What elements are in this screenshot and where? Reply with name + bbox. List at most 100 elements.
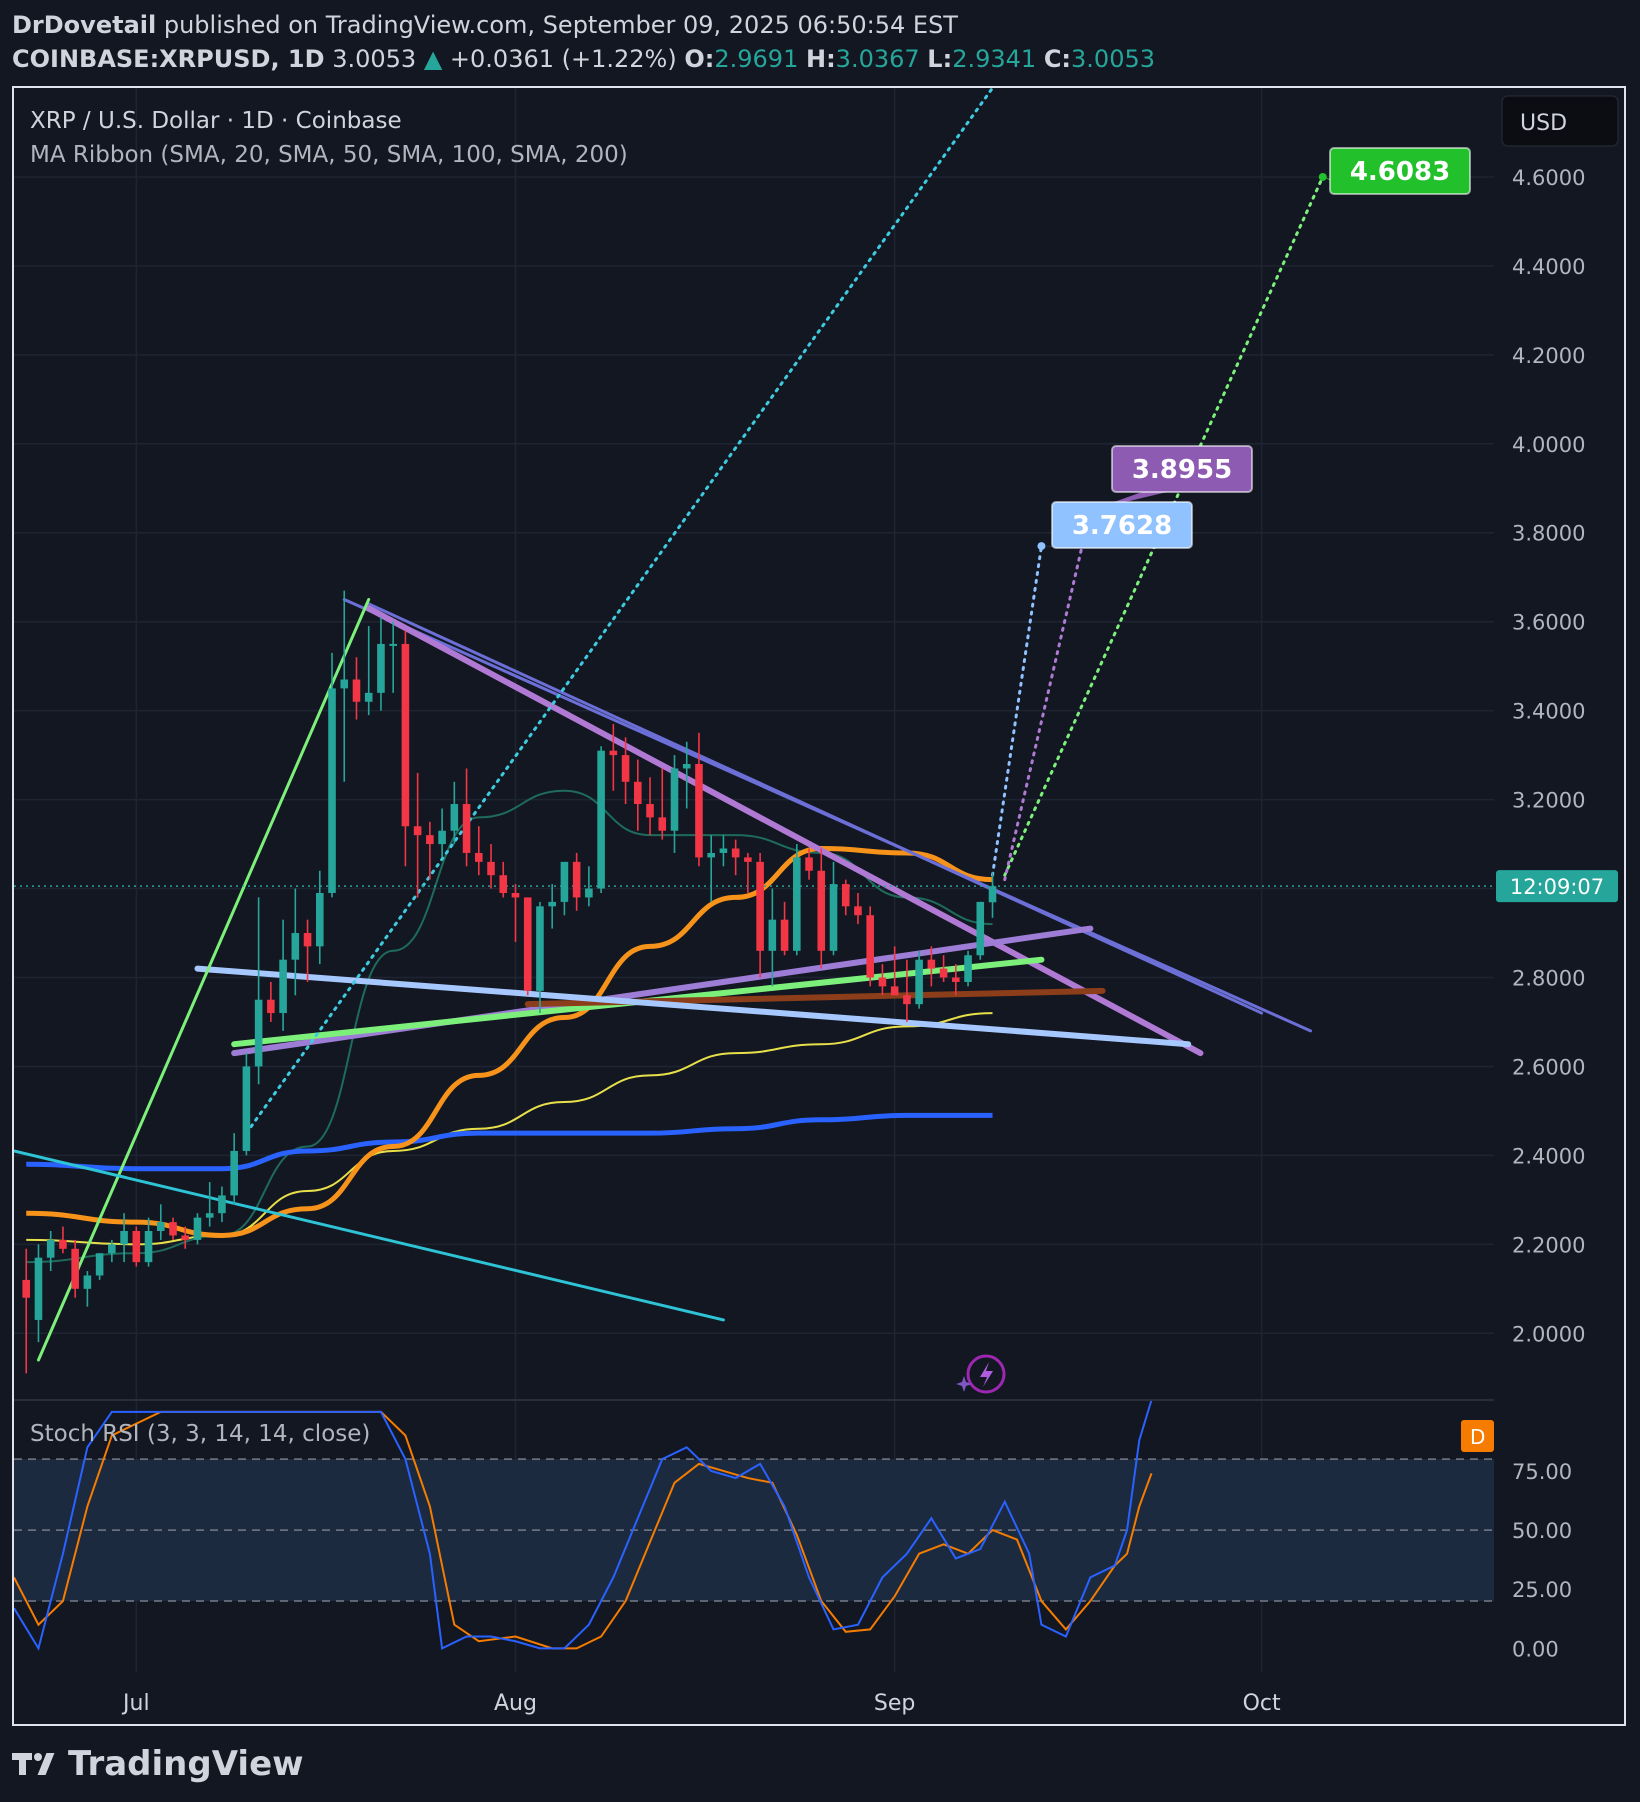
trendline[interactable]	[231, 925, 1094, 1057]
candle[interactable]	[46, 1230, 55, 1272]
candle[interactable]	[242, 1053, 251, 1156]
candle[interactable]	[609, 723, 618, 791]
trendline[interactable]	[14, 1149, 725, 1322]
tradingview-mark-icon	[12, 1749, 60, 1779]
candle[interactable]	[915, 950, 923, 1009]
candle[interactable]	[976, 901, 985, 960]
trendline[interactable]	[365, 605, 1204, 1057]
candle[interactable]	[548, 884, 556, 929]
candle[interactable]	[511, 884, 520, 942]
candle[interactable]	[487, 844, 495, 889]
alert-spark-icon[interactable]	[956, 1354, 1006, 1394]
candle[interactable]	[328, 652, 336, 898]
candle[interactable]	[903, 959, 911, 1022]
price-target-label[interactable]: 4.6083	[1318, 147, 1471, 195]
candle[interactable]	[572, 852, 581, 911]
candle[interactable]	[475, 826, 483, 876]
candle[interactable]	[279, 919, 287, 1031]
candle[interactable]	[536, 901, 544, 1014]
candle[interactable]	[793, 844, 801, 956]
candle[interactable]	[438, 808, 446, 858]
candle[interactable]	[841, 879, 850, 916]
candle[interactable]	[964, 950, 972, 987]
author-name[interactable]: DrDovetail	[12, 11, 157, 39]
candle[interactable]	[878, 964, 887, 996]
candle[interactable]	[377, 617, 385, 711]
candle[interactable]	[108, 1239, 116, 1263]
projection-line[interactable]	[244, 88, 995, 1135]
tradingview-logo[interactable]: TradingView	[12, 1744, 304, 1784]
legend-oscillator[interactable]: Stoch RSI (3, 3, 14, 14, close)	[30, 1421, 370, 1447]
candle[interactable]	[340, 590, 349, 782]
candle[interactable]	[132, 1226, 141, 1267]
candle[interactable]	[952, 964, 960, 996]
candle[interactable]	[682, 741, 691, 809]
candle[interactable]	[988, 872, 997, 918]
candle[interactable]	[585, 866, 593, 907]
candle[interactable]	[658, 768, 667, 840]
candle[interactable]	[205, 1182, 214, 1227]
candle[interactable]	[230, 1133, 238, 1205]
candle[interactable]	[854, 892, 862, 925]
candle[interactable]	[597, 746, 605, 893]
candle[interactable]	[254, 897, 263, 1085]
candle[interactable]	[156, 1204, 165, 1240]
candle[interactable]	[181, 1226, 190, 1249]
candle[interactable]	[939, 955, 948, 982]
candle[interactable]	[621, 737, 630, 805]
price-target-label[interactable]: 3.7628	[1037, 501, 1193, 551]
candle[interactable]	[462, 768, 471, 867]
trendline[interactable]	[194, 965, 1192, 1048]
candle[interactable]	[315, 870, 324, 965]
projection-line[interactable]	[1003, 509, 1092, 882]
candle[interactable]	[780, 901, 789, 956]
legend-indicator[interactable]: MA Ribbon (SMA, 20, SMA, 50, SMA, 100, S…	[30, 142, 628, 168]
candle[interactable]	[560, 861, 569, 916]
candle[interactable]	[646, 777, 654, 836]
candle[interactable]	[169, 1217, 177, 1240]
candle[interactable]	[401, 630, 410, 867]
candle[interactable]	[413, 772, 422, 898]
candle[interactable]	[805, 848, 813, 880]
candle[interactable]	[744, 852, 752, 893]
candle[interactable]	[303, 919, 312, 982]
candle[interactable]	[218, 1186, 226, 1223]
candle[interactable]	[22, 1248, 31, 1374]
candle[interactable]	[719, 835, 728, 867]
candle[interactable]	[71, 1239, 79, 1298]
candle[interactable]	[389, 621, 397, 693]
candle[interactable]	[144, 1217, 153, 1267]
candle[interactable]	[707, 835, 715, 902]
candle[interactable]	[426, 821, 434, 880]
candle[interactable]	[34, 1244, 43, 1343]
candle[interactable]	[634, 759, 642, 831]
candle[interactable]	[866, 906, 874, 987]
candle[interactable]	[695, 732, 703, 867]
trendline[interactable]	[367, 602, 1264, 1015]
candle[interactable]	[450, 781, 459, 845]
candle[interactable]	[267, 981, 275, 1022]
candle[interactable]	[817, 848, 826, 969]
candle[interactable]	[352, 657, 361, 720]
candle[interactable]	[756, 852, 764, 978]
candle[interactable]	[890, 946, 899, 996]
candle[interactable]	[120, 1213, 128, 1263]
candle[interactable]	[768, 888, 777, 987]
candle[interactable]	[291, 888, 300, 996]
candle[interactable]	[95, 1253, 104, 1280]
candle[interactable]	[731, 839, 740, 876]
candle[interactable]	[364, 626, 373, 716]
candle[interactable]	[83, 1271, 92, 1307]
candle[interactable]	[499, 861, 508, 898]
candle[interactable]	[829, 861, 838, 956]
projection-line[interactable]	[991, 544, 1043, 877]
candle[interactable]	[927, 946, 936, 987]
trendline[interactable]	[36, 597, 371, 1362]
d-badge[interactable]: D	[1461, 1420, 1494, 1452]
currency-button[interactable]: USD	[1501, 95, 1619, 147]
candle[interactable]	[193, 1213, 202, 1245]
candle[interactable]	[523, 897, 532, 996]
candle[interactable]	[670, 755, 679, 853]
candle[interactable]	[59, 1226, 67, 1254]
